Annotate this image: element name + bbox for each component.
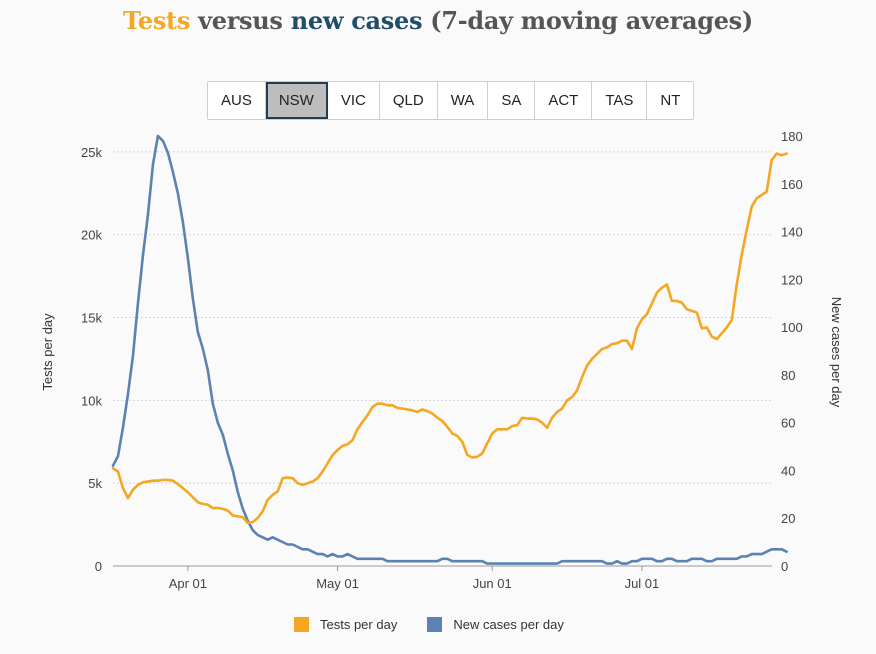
title-versus: versus [190, 6, 291, 35]
tab-nt[interactable]: NT [660, 92, 681, 109]
left-tick-label: 10k [81, 393, 102, 408]
legend-item-tests[interactable]: Tests per day [294, 617, 397, 632]
legend-swatch-tests [294, 617, 309, 632]
x-tick-label: Apr 01 [169, 576, 207, 591]
right-axis-ticks: 0 20 40 60 80 100 120 140 160 180 [781, 129, 803, 574]
x-tick-label: Jul 01 [625, 576, 660, 591]
right-tick-label: 140 [781, 225, 803, 240]
tab-sa[interactable]: SA [488, 82, 536, 119]
grid-lines [113, 151, 772, 484]
series-line-new-cases [111, 134, 788, 565]
tab-aus[interactable]: AUS [208, 82, 266, 119]
title-suffix: (7-day moving averages) [422, 6, 753, 35]
tab-tas[interactable]: TAS [592, 82, 648, 119]
chart-title: Tests versus new cases (7-day moving ave… [0, 6, 876, 35]
left-tick-label: 15k [81, 311, 102, 326]
right-axis-title: New cases per day [829, 297, 844, 408]
left-tick-label: 20k [81, 228, 102, 243]
right-tick-label: 160 [781, 177, 803, 192]
right-tick-label: 40 [781, 463, 795, 478]
right-tick-label: 20 [781, 511, 795, 526]
title-new-cases: new cases [290, 6, 423, 35]
right-tick-label: 0 [781, 559, 788, 574]
right-tick-label: 80 [781, 368, 795, 383]
title-tests: Tests [123, 6, 191, 35]
tab-act[interactable]: ACT [535, 82, 593, 119]
left-tick-label: 0 [95, 559, 102, 574]
left-axis-ticks: 0 5k 10k 15k 20k 25k [81, 145, 102, 574]
legend-swatch-new-cases [427, 617, 443, 632]
tab-vic[interactable]: VIC [328, 82, 380, 119]
legend: Tests per day New cases per day [294, 617, 594, 632]
right-tick-label: 180 [781, 129, 803, 144]
x-tick-label: May 01 [316, 576, 359, 591]
right-tick-label: 100 [781, 320, 803, 335]
state-selector: AUS NSW VIC QLD WA SA ACT TAS NT [207, 81, 695, 120]
right-tick-label: 120 [781, 272, 803, 287]
legend-item-new-cases[interactable]: New cases per day [427, 617, 564, 632]
tab-nsw[interactable]: NSW [265, 82, 328, 119]
x-axis-ticks: Apr 01 May 01 Jun 01 Jul 01 [169, 566, 660, 591]
x-tick-label: Jun 01 [473, 576, 512, 591]
tab-wa[interactable]: WA [438, 82, 489, 119]
left-tick-label: 25k [81, 145, 102, 160]
left-axis-title: Tests per day [40, 313, 55, 391]
legend-label-tests: Tests per day [320, 617, 398, 632]
right-tick-label: 60 [781, 416, 795, 431]
series-line-tests [111, 152, 788, 525]
legend-label-new-cases: New cases per day [453, 617, 564, 632]
left-tick-label: 5k [88, 476, 102, 491]
tab-qld[interactable]: QLD [380, 82, 438, 119]
